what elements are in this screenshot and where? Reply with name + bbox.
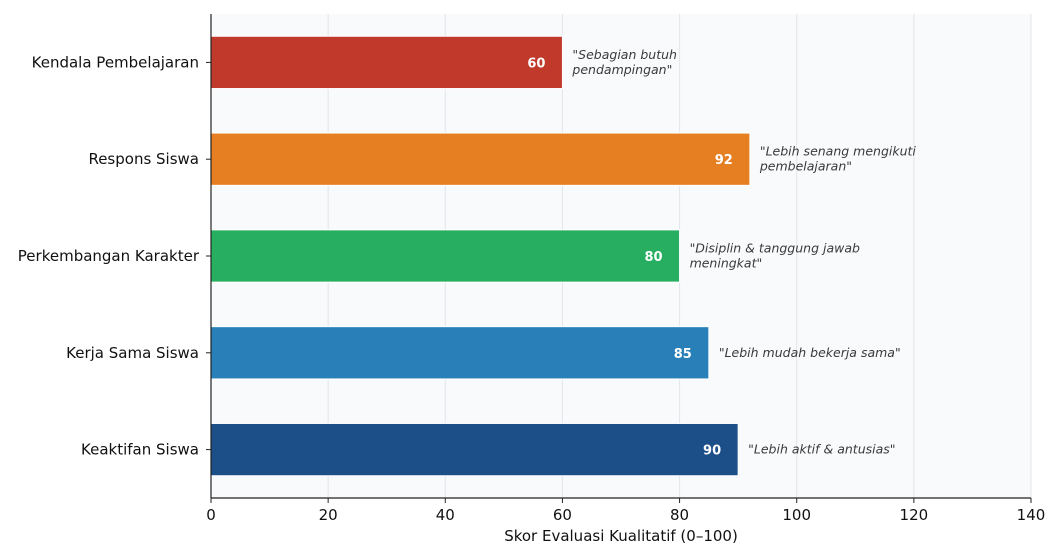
bar xyxy=(210,35,563,90)
annotation-line: pembelajaran" xyxy=(759,159,852,174)
value-label: 92 xyxy=(715,153,733,168)
bar xyxy=(210,326,710,380)
value-label: 60 xyxy=(527,56,545,71)
y-axis: Kendala Pembelajaran Respons Siswa Perkemb… xyxy=(18,14,212,498)
annotation: "Sebagian butuh pendampingan" xyxy=(571,47,677,77)
annotation-line: pendampingan" xyxy=(571,62,672,77)
annotation-line: "Lebih aktif & antusias" xyxy=(748,442,895,457)
annotation-line: "Disiplin & tanggung jawab xyxy=(690,241,860,256)
x-tick-label: 40 xyxy=(436,506,455,524)
annotation-line: "Lebih senang mengikuti xyxy=(760,144,917,159)
x-tick-label: 120 xyxy=(900,506,929,524)
value-label: 85 xyxy=(674,347,692,362)
category-label: Keaktifan Siswa xyxy=(81,441,199,459)
x-tick-label: 140 xyxy=(1017,506,1046,524)
annotation-line: meningkat" xyxy=(690,256,763,271)
x-tick-label: 20 xyxy=(319,506,338,524)
bar xyxy=(210,229,681,283)
x-tick-label: 0 xyxy=(206,506,216,524)
category-label: Perkembangan Karakter xyxy=(18,247,200,265)
annotation: "Disiplin & tanggung jawab meningkat" xyxy=(690,241,860,271)
bars: 60 "Sebagian butuh pendampingan" 92 "Lebih s… xyxy=(210,35,917,477)
annotation-line: "Lebih mudah bekerja sama" xyxy=(719,345,901,360)
category-label: Kerja Sama Siswa xyxy=(66,344,199,362)
value-label: 80 xyxy=(644,250,662,265)
x-axis-title: Skor Evaluasi Kualitatif (0–100) xyxy=(504,527,738,544)
bar xyxy=(210,422,739,477)
annotation-line: "Sebagian butuh xyxy=(572,47,677,62)
category-label: Respons Siswa xyxy=(88,150,199,168)
x-tick-label: 80 xyxy=(670,506,689,524)
category-label: Kendala Pembelajaran xyxy=(32,53,199,71)
x-tick-label: 60 xyxy=(553,506,572,524)
annotation: "Lebih aktif & antusias" xyxy=(748,442,895,457)
bar xyxy=(210,132,751,186)
annotation: "Lebih senang mengikuti pembelajaran" xyxy=(759,144,917,174)
value-label: 90 xyxy=(703,444,721,459)
x-axis: 0 20 40 60 80 100 120 140 xyxy=(206,497,1046,524)
annotation: "Lebih mudah bekerja sama" xyxy=(719,345,901,360)
x-tick-label: 100 xyxy=(782,506,811,524)
